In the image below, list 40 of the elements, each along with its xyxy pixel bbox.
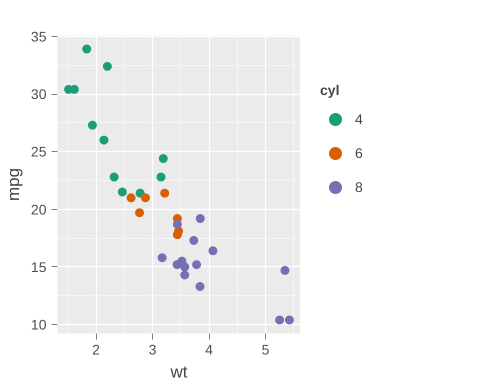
point <box>284 315 294 324</box>
point <box>180 262 190 272</box>
x-tick-label: 2 <box>92 342 100 358</box>
point <box>280 266 290 275</box>
point <box>158 154 168 164</box>
point <box>275 315 284 324</box>
point <box>126 193 136 202</box>
y-tick-label: 10 <box>30 316 47 333</box>
point <box>102 62 112 71</box>
point <box>156 172 166 182</box>
y-tick-label: 30 <box>30 86 47 102</box>
y-tick-label: 15 <box>30 258 47 275</box>
y-tick-label: 20 <box>30 201 47 218</box>
point <box>180 270 190 280</box>
x-tick-label: 5 <box>262 342 270 358</box>
legend-label: 6 <box>355 145 364 161</box>
legend-label: 4 <box>355 111 364 127</box>
point <box>192 260 202 270</box>
y-tick-label: 35 <box>30 28 47 44</box>
point <box>189 236 198 245</box>
x-axis-title: wt <box>170 362 188 382</box>
x-tick-label: 4 <box>205 342 214 358</box>
point <box>160 188 170 198</box>
point <box>82 44 92 54</box>
point <box>208 246 218 256</box>
point <box>158 253 167 262</box>
point <box>88 120 97 130</box>
point <box>195 282 204 292</box>
y-axis-title: mpg <box>4 168 23 202</box>
point <box>118 188 127 196</box>
point <box>140 193 150 202</box>
legend-label: 8 <box>355 179 364 195</box>
point <box>172 220 182 229</box>
y-tick-label: 25 <box>30 144 47 160</box>
point <box>99 136 108 145</box>
x-tick-label: 3 <box>148 342 157 358</box>
point <box>196 214 205 223</box>
legend-title: cyl <box>320 82 340 98</box>
point <box>135 208 144 218</box>
point <box>110 172 119 182</box>
